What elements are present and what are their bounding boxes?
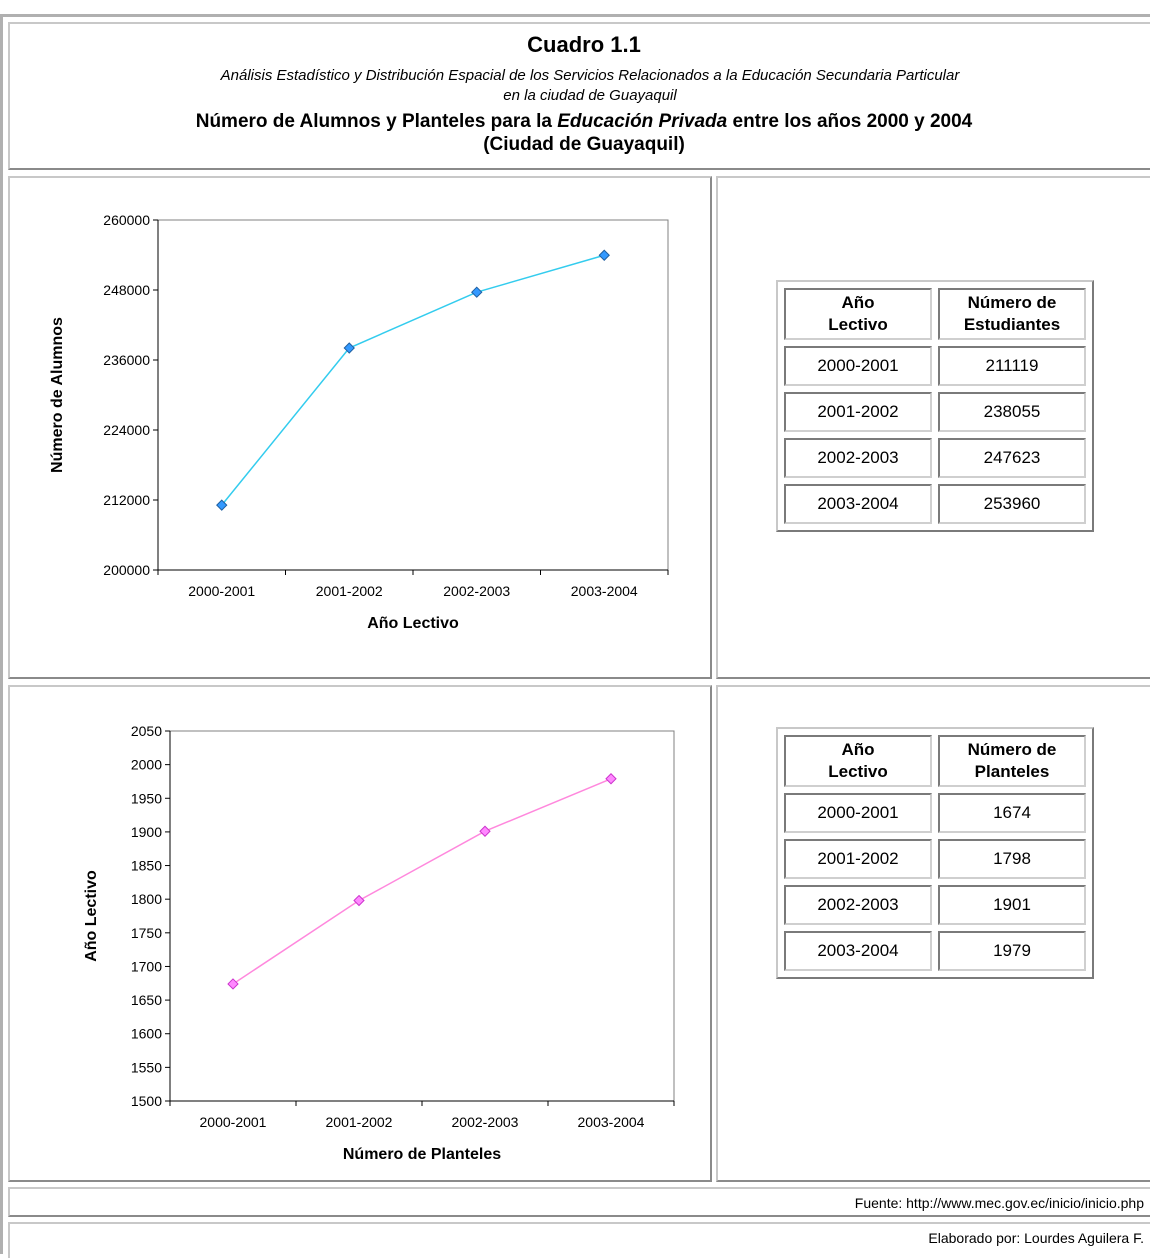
cell-year: 2001-2002 xyxy=(784,839,932,879)
cell-value: 211119 xyxy=(938,346,1086,386)
data-point xyxy=(227,978,239,990)
heading: Número de Alumnos y Planteles para la Ed… xyxy=(20,110,1148,156)
page-title: Cuadro 1.1 xyxy=(527,32,641,57)
series-line xyxy=(221,254,605,506)
data-point xyxy=(216,499,228,511)
x-tick-label: 2002-2003 xyxy=(443,583,510,599)
series-line xyxy=(232,778,612,985)
heading-pre: Número de Alumnos y Planteles para la xyxy=(195,111,558,132)
heading-line-2: (Ciudad de Guayaquil) xyxy=(483,134,685,155)
y-tick-label: 248000 xyxy=(103,282,150,298)
author-text: Elaborado por: Lourdes Aguilera F. xyxy=(928,1230,1144,1246)
subtitle-line-2: en la ciudad de Guayaquil xyxy=(503,87,677,104)
header-year: Año Lectivo xyxy=(784,735,932,787)
schools-table: Año Lectivo Número de Planteles 2000-2001 1… xyxy=(776,727,1094,979)
cell-year: 2001-2002 xyxy=(784,392,932,432)
table-row: 2001-2002 238055 xyxy=(784,392,1086,432)
cell-year: 2002-2003 xyxy=(784,885,932,925)
table-panel-schools: Año Lectivo Número de Planteles 2000-2001 1… xyxy=(716,685,1150,1182)
x-axis-title: Año Lectivo xyxy=(367,615,459,632)
chart-panel-schools: 1500 1550 1600 1650 1700 1750 1800 1850 1900 1950… xyxy=(8,685,712,1182)
y-tick-label: 1700 xyxy=(131,958,162,974)
y-tick-label: 2000 xyxy=(131,757,162,773)
cell-value: 238055 xyxy=(938,392,1086,432)
cell-year: 2002-2003 xyxy=(784,438,932,478)
x-tick-label: 2003-2004 xyxy=(578,1114,645,1130)
subtitle: Análisis Estadístico y Distribución Espa… xyxy=(30,66,1150,106)
x-tick-label: 2003-2004 xyxy=(571,583,638,599)
data-point xyxy=(471,286,483,298)
cell-year: 2003-2004 xyxy=(784,931,932,971)
table-row: 2000-2001 1674 xyxy=(784,793,1086,833)
chart-panel-students: 200000 212000 224000 236000 248000 260000 2000… xyxy=(8,176,712,679)
heading-line-1: Número de Alumnos y Planteles para la Ed… xyxy=(20,110,1148,133)
heading-emphasis: Educación Privada xyxy=(557,111,728,132)
x-tick-label: 2001-2002 xyxy=(326,1114,393,1130)
table-header-row: Año Lectivo Número de Estudiantes xyxy=(784,288,1086,340)
data-point xyxy=(479,825,491,837)
heading-post: entre los años 2000 y 2004 xyxy=(727,111,973,132)
data-point xyxy=(343,342,355,354)
outer-frame xyxy=(0,14,1150,1254)
students-table: Año Lectivo Número de Estudiantes 2000-200… xyxy=(776,280,1094,532)
schools-line-chart: 1500 1550 1600 1650 1700 1750 1800 1850 1900 1950… xyxy=(83,723,675,1163)
y-tick-label: 1500 xyxy=(131,1093,162,1109)
cell-year: 2000-2001 xyxy=(784,793,932,833)
data-point xyxy=(353,894,365,907)
data-point xyxy=(598,249,610,261)
cell-value: 1798 xyxy=(938,839,1086,879)
cell-value: 247623 xyxy=(938,438,1086,478)
plot-area xyxy=(157,219,669,571)
author-footer: Elaborado por: Lourdes Aguilera F. xyxy=(8,1222,1150,1258)
x-tick-label: 2000-2001 xyxy=(188,583,255,599)
x-tick-label: 2001-2002 xyxy=(316,583,383,599)
header-schools: Número de Planteles xyxy=(938,735,1086,787)
table-row: 2003-2004 253960 xyxy=(784,484,1086,524)
y-tick-label: 1950 xyxy=(131,790,162,806)
y-axis-title: Año Lectivo xyxy=(83,870,100,962)
y-tick-label: 1750 xyxy=(131,925,162,941)
table-panel-students: Año Lectivo Número de Estudiantes 2000-200… xyxy=(716,176,1150,679)
table-row: 2002-2003 1901 xyxy=(784,885,1086,925)
y-tick-label: 236000 xyxy=(103,352,150,368)
y-tick-label: 212000 xyxy=(103,492,150,508)
cell-value: 1979 xyxy=(938,931,1086,971)
y-tick-label: 200000 xyxy=(103,562,150,578)
subtitle-line-1: Análisis Estadístico y Distribución Espa… xyxy=(220,67,960,84)
table-row: 2001-2002 1798 xyxy=(784,839,1086,879)
y-tick-label: 1850 xyxy=(131,858,162,874)
plot-area xyxy=(169,730,675,1102)
cell-value: 1901 xyxy=(938,885,1086,925)
x-tick-label: 2002-2003 xyxy=(452,1114,519,1130)
y-tick-label: 224000 xyxy=(103,422,150,438)
y-tick-label: 1800 xyxy=(131,891,162,907)
y-axis-title: Número de Alumnos xyxy=(49,317,66,473)
table-row: 2002-2003 247623 xyxy=(784,438,1086,478)
x-axis-title: Número de Planteles xyxy=(343,1146,501,1163)
students-line-chart: 200000 212000 224000 236000 248000 260000 2000… xyxy=(49,212,669,632)
y-tick-label: 260000 xyxy=(103,212,150,228)
header-year: Año Lectivo xyxy=(784,288,932,340)
table-row: 2003-2004 1979 xyxy=(784,931,1086,971)
cell-year: 2003-2004 xyxy=(784,484,932,524)
x-tick-label: 2000-2001 xyxy=(200,1114,267,1130)
y-tick-label: 1900 xyxy=(131,824,162,840)
data-point xyxy=(605,773,617,785)
y-tick-label: 2050 xyxy=(131,723,162,739)
cell-value: 1674 xyxy=(938,793,1086,833)
y-tick-label: 1550 xyxy=(131,1059,162,1075)
table-header-row: Año Lectivo Número de Planteles xyxy=(784,735,1086,787)
header-students: Número de Estudiantes xyxy=(938,288,1086,340)
table-row: 2000-2001 211119 xyxy=(784,346,1086,386)
cell-value: 253960 xyxy=(938,484,1086,524)
header-panel: Cuadro 1.1 Análisis Estadístico y Distri… xyxy=(8,22,1150,170)
source-footer: Fuente: http://www.mec.gov.ec/inicio/ini… xyxy=(8,1187,1150,1217)
cell-year: 2000-2001 xyxy=(784,346,932,386)
y-tick-label: 1600 xyxy=(131,1026,162,1042)
source-text: Fuente: http://www.mec.gov.ec/inicio/ini… xyxy=(854,1195,1144,1211)
y-tick-label: 1650 xyxy=(131,992,162,1008)
